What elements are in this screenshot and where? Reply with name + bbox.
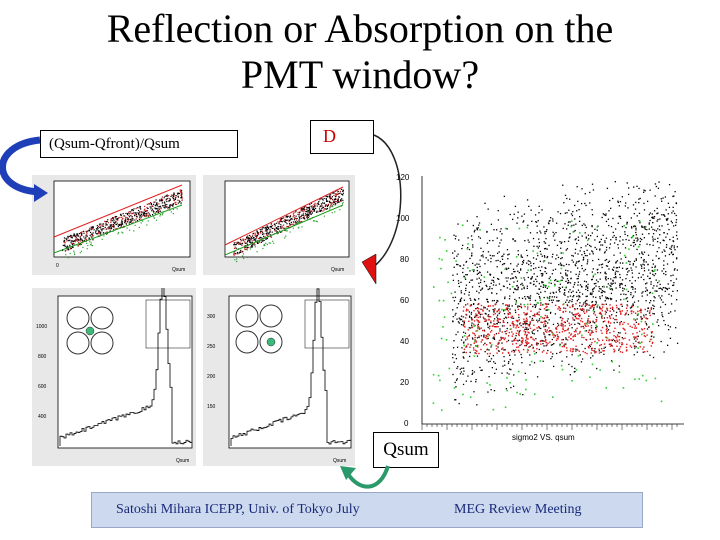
- histogram-panel-1: 1000 800 600 400 Qsum: [32, 281, 196, 466]
- svg-text:250: 250: [207, 344, 216, 350]
- svg-text:Qsum: Qsum: [172, 267, 185, 273]
- y-tick-80: 80: [400, 255, 409, 264]
- histogram-panel-2: 300 250 200 150 Qsum: [203, 288, 355, 466]
- svg-text:600: 600: [38, 384, 47, 390]
- ratio-label: (Qsum-Qfront)/Qsum: [49, 136, 180, 152]
- red-arrowhead-icon: [361, 253, 377, 285]
- footer-right-text: MEG Review Meeting: [454, 502, 582, 517]
- green-arrowhead-icon: [340, 466, 356, 480]
- ratio-label-box: (Qsum-Qfront)/Qsum: [40, 130, 238, 158]
- svg-text:1000: 1000: [36, 324, 47, 330]
- x-caption: sigmo2 VS. qsum: [512, 433, 575, 442]
- svg-text:400: 400: [38, 414, 47, 420]
- scatter-plot-panel-2: Qsum: [203, 175, 355, 275]
- y-tick-60: 60: [400, 296, 409, 305]
- y-tick-100: 100: [396, 214, 410, 223]
- footer-bar: Satoshi Mihara ICEPP, Univ. of Tokyo Jul…: [91, 492, 643, 528]
- slide-title: Reflection or Absorption on the PMT wind…: [0, 6, 720, 98]
- main-scatter-svg: 120 100 80 60 40 20 0 sigmo2 VS. qsum: [396, 173, 684, 442]
- title-line-2: PMT window?: [240, 52, 480, 97]
- footer-left-text: Satoshi Mihara ICEPP, Univ. of Tokyo Jul…: [116, 502, 360, 517]
- main-scatter-plot: 120 100 80 60 40 20 0 sigmo2 VS. qsum: [392, 160, 692, 442]
- svg-text:300: 300: [207, 314, 216, 320]
- green-curved-arrow: [346, 465, 390, 489]
- y-tick-0: 0: [404, 419, 409, 428]
- svg-text:Qsum: Qsum: [176, 458, 189, 464]
- scatter-plot-panel-1: 0 Qsum: [32, 175, 196, 275]
- d-label-box: D: [310, 120, 374, 154]
- y-tick-120: 120: [396, 173, 410, 182]
- svg-text:Qsum: Qsum: [333, 458, 346, 464]
- svg-text:200: 200: [207, 374, 216, 380]
- histogram-1: 1000 800 600 400 Qsum: [36, 281, 193, 464]
- title-line-1: Reflection or Absorption on the: [106, 6, 614, 51]
- y-tick-20: 20: [400, 378, 409, 387]
- svg-text:150: 150: [207, 404, 216, 410]
- svg-text:Qsum: Qsum: [331, 267, 344, 273]
- svg-text:0: 0: [56, 263, 59, 269]
- y-tick-40: 40: [400, 337, 409, 346]
- d-label: D: [323, 126, 336, 146]
- scatter-plot-2: Qsum: [224, 180, 350, 273]
- svg-text:800: 800: [38, 354, 47, 360]
- qsum-label: Qsum: [383, 439, 429, 460]
- qsum-label-box: Qsum: [373, 432, 439, 468]
- histogram-2: 300 250 200 150 Qsum: [207, 288, 352, 464]
- scatter-plot-1: 0 Qsum: [53, 180, 191, 273]
